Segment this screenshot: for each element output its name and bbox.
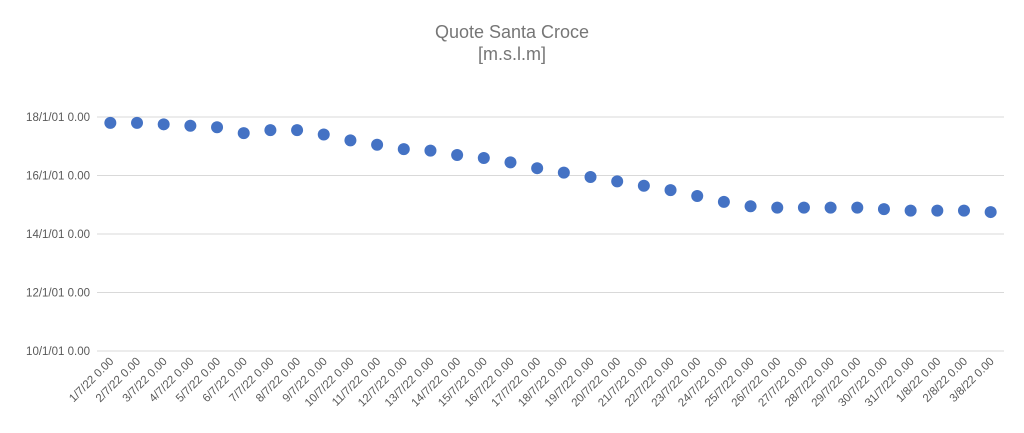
data-point xyxy=(371,138,384,151)
data-point xyxy=(611,175,624,188)
data-point xyxy=(424,144,437,157)
data-point xyxy=(584,170,597,183)
data-point xyxy=(184,119,197,132)
data-series xyxy=(104,116,997,219)
data-point xyxy=(717,195,730,208)
chart-title: Quote Santa Croce xyxy=(435,22,589,42)
data-point xyxy=(344,134,357,147)
data-point xyxy=(291,124,304,137)
data-point xyxy=(851,201,864,214)
data-point xyxy=(477,151,490,164)
data-point xyxy=(664,184,677,197)
y-tick-label: 16/1/01 0.00 xyxy=(26,171,90,183)
chart-subtitle: [m.s.l.m] xyxy=(478,44,546,64)
y-tick-label: 10/1/01 0.00 xyxy=(26,346,90,358)
x-axis: 1/7/22 0.002/7/22 0.003/7/22 0.004/7/22 … xyxy=(67,356,997,410)
y-axis: 10/1/01 0.00 12/1/01 0.00 14/1/01 0.00 16/1… xyxy=(26,112,90,358)
data-point xyxy=(157,118,170,131)
data-point xyxy=(397,143,410,156)
data-point xyxy=(237,127,250,140)
data-point xyxy=(131,116,144,129)
data-point xyxy=(797,201,810,214)
y-tick-label: 14/1/01 0.00 xyxy=(26,229,90,241)
data-point xyxy=(317,128,330,141)
data-point xyxy=(771,201,784,214)
data-point xyxy=(877,203,890,216)
data-point xyxy=(744,200,757,213)
y-tick-label: 18/1/01 0.00 xyxy=(26,112,90,124)
data-point xyxy=(104,116,117,129)
data-point xyxy=(904,204,917,217)
data-point xyxy=(824,201,837,214)
data-point xyxy=(504,156,517,169)
data-point xyxy=(211,121,224,134)
gridlines xyxy=(97,116,1004,352)
y-tick-label: 12/1/01 0.00 xyxy=(26,288,90,300)
data-point xyxy=(691,189,704,202)
data-point xyxy=(984,206,997,219)
data-point xyxy=(531,162,544,175)
data-point xyxy=(957,204,970,217)
data-point xyxy=(557,166,570,179)
data-point xyxy=(451,149,464,162)
data-point xyxy=(264,124,277,137)
data-point xyxy=(931,204,944,217)
data-point xyxy=(637,179,650,192)
